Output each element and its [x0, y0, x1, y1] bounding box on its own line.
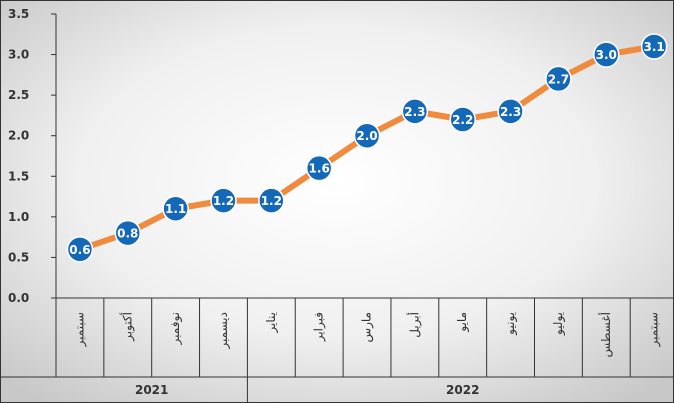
data-point-label: 1.2: [213, 194, 234, 208]
y-tick-label: 1.0: [8, 210, 29, 224]
data-point-label: 0.8: [117, 227, 138, 241]
data-point-label: 1.6: [309, 162, 330, 176]
data-point-marker: [449, 106, 476, 133]
data-point-marker: [401, 98, 429, 125]
axes: [0, 14, 674, 378]
y-tick-label: 0.5: [8, 250, 29, 264]
x-tick-label: سبتمبر: [647, 312, 662, 347]
data-point-marker: [114, 219, 142, 247]
y-tick-label: 3.0: [8, 48, 29, 62]
y-tick-label: 2.0: [8, 129, 29, 143]
data-points: 0.6 0.8 1.1 1.2 1.2 1.6 2.0 2.3 2.2 2.3 2.7 3.0 3.1: [66, 33, 668, 263]
x-tick-label: يونيو: [503, 312, 518, 336]
data-point-label: 2.3: [500, 105, 521, 119]
x-tick-label: سبتمبر: [72, 312, 87, 347]
data-point-marker: [497, 98, 524, 125]
y-tick-label: 1.5: [8, 169, 29, 183]
y-tick-label: 2.5: [8, 88, 29, 102]
data-point-label: 2.2: [452, 113, 473, 127]
y-axis-ticks: 0.0 0.5 1.0 1.5 2.0 2.5 3.0 3.5: [8, 7, 56, 305]
year-groups: 2021 2022: [135, 383, 479, 397]
data-point-marker: [305, 154, 333, 182]
data-point-label: 2.3: [404, 105, 425, 119]
data-point-marker: [640, 33, 668, 60]
data-point-label: 0.6: [69, 243, 90, 257]
data-point-label: 3.0: [596, 48, 617, 62]
data-point-label: 2.7: [548, 72, 569, 86]
x-tick-label: أكتوبر: [119, 312, 135, 342]
x-tick-label: يوليو: [551, 312, 566, 336]
x-tick-label: نوفمبر: [168, 312, 183, 345]
data-point-label: 2.0: [356, 129, 377, 143]
x-tick-label: ديسمبر: [216, 312, 231, 350]
year-group-label: 2022: [446, 383, 479, 397]
data-point-marker: [66, 236, 94, 263]
data-point-label: 1.2: [261, 194, 282, 208]
data-point-marker: [162, 195, 189, 222]
x-tick-label: فبراير: [312, 312, 327, 342]
data-point-marker: [545, 65, 572, 93]
x-tick-label: يناير: [264, 312, 279, 334]
y-tick-label: 3.5: [8, 7, 29, 21]
data-point-marker: [353, 122, 381, 149]
data-point-label: 3.1: [643, 40, 664, 54]
x-tick-label: مايو: [455, 312, 470, 333]
x-tick-label: مارس: [360, 312, 375, 343]
x-tick-label: أبريل: [406, 312, 422, 338]
y-tick-label: 0.0: [8, 291, 29, 305]
data-point-marker: [210, 187, 237, 214]
data-point-marker: [593, 41, 620, 68]
data-point-marker: [258, 187, 285, 214]
data-point-label: 1.1: [165, 202, 186, 216]
x-axis-ticks: سبتمبر أكتوبر نوفمبر ديسمبر يناير فبراير مارس أ…: [55, 298, 662, 403]
x-tick-label: أغسطس: [598, 312, 614, 357]
year-group-label: 2021: [135, 383, 168, 397]
